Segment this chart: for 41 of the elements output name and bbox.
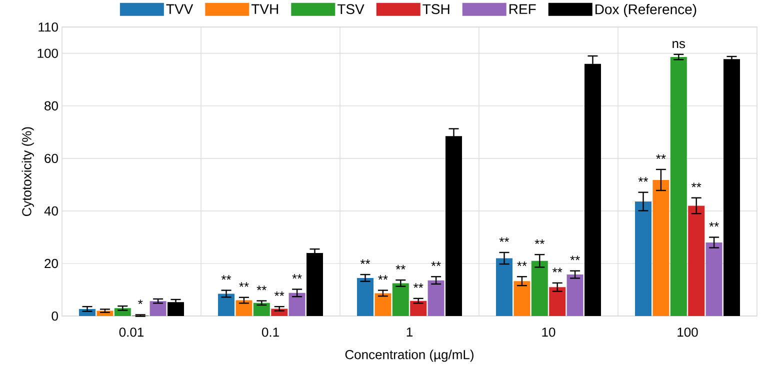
x-tick-label: 1 (406, 328, 412, 337)
x-tick-label: 100 (678, 328, 698, 337)
y-tick-label: 40 (44, 206, 58, 216)
x-tick-label: 0.1 (262, 328, 279, 337)
y-tick-label: 20 (44, 258, 58, 268)
legend-label: REF (510, 4, 536, 14)
data-label: ** (221, 275, 232, 280)
data-label: ** (256, 286, 267, 290)
data-label: ** (431, 261, 441, 266)
data-label: ** (691, 182, 702, 188)
legend-label: TVH (251, 4, 278, 14)
data-label: ns (672, 41, 686, 48)
data-label: ** (360, 259, 370, 264)
y-axis-title: Cytotoxicity (%) (22, 127, 34, 216)
x-tick-label: 0.01 (119, 328, 144, 337)
y-tick-label: 110 (38, 22, 58, 32)
data-label: ** (638, 177, 648, 182)
data-label: * (138, 300, 143, 304)
data-label: ** (396, 264, 406, 270)
data-label: ** (413, 283, 424, 288)
data-label: ** (292, 274, 302, 279)
data-label: ** (499, 237, 510, 242)
data-label: ** (274, 291, 284, 296)
y-tick-label: 0 (52, 311, 58, 321)
data-label: ** (656, 154, 666, 159)
data-label: ** (517, 261, 527, 266)
legend-label: Dox (Reference) (596, 4, 696, 18)
data-label: ** (378, 275, 388, 280)
x-tick-label: 10 (542, 328, 556, 337)
data-label: ** (552, 268, 562, 272)
y-tick-label: 100 (38, 48, 58, 58)
data-label: ** (239, 282, 249, 287)
data-label: ** (709, 222, 719, 227)
x-axis-title: Concentration (µg/mL) (345, 350, 474, 362)
legend-label: TVV (166, 4, 194, 14)
legend-label: TSV (337, 4, 364, 14)
legend-label: TSH (422, 4, 450, 14)
y-tick-label: 80 (44, 101, 58, 110)
data-label: ** (534, 239, 545, 244)
data-label: ** (570, 256, 580, 260)
y-tick-label: 60 (44, 154, 58, 164)
